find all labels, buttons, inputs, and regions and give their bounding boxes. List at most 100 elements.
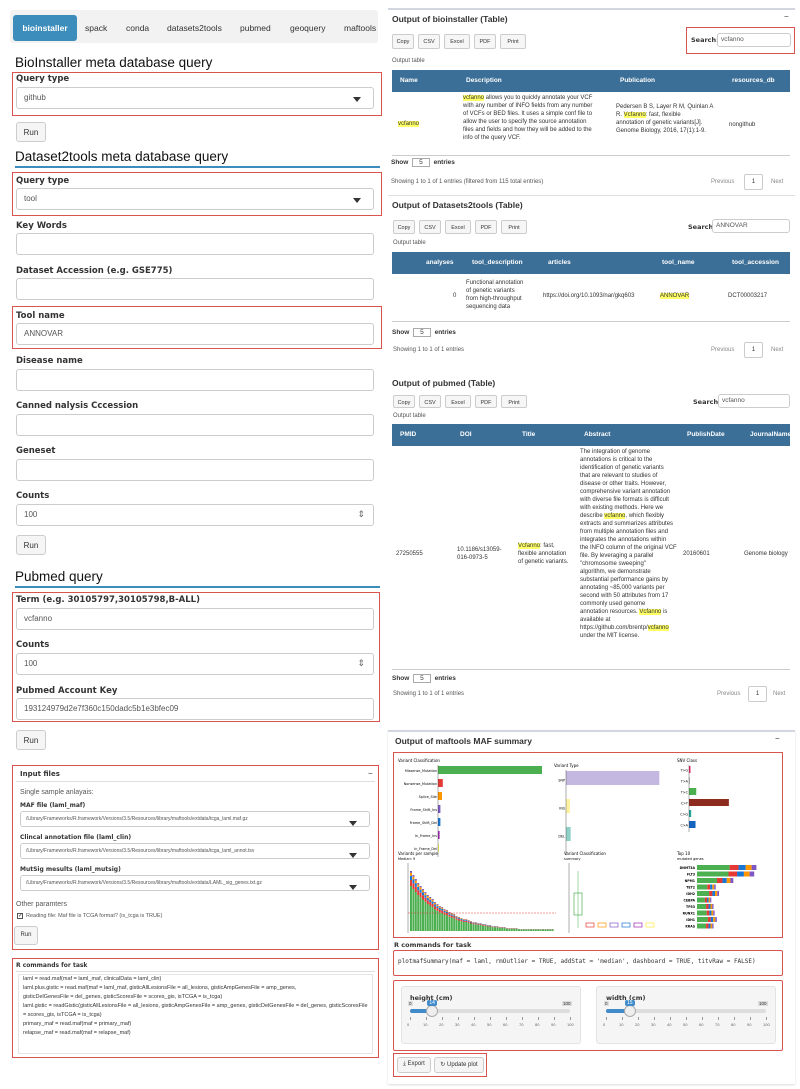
t3-print-button[interactable]: Print (501, 395, 527, 408)
t1-collapse-icon[interactable]: − (784, 12, 789, 21)
tab-geoquery[interactable]: geoquery (290, 23, 326, 33)
t3-th-title[interactable]: Title (522, 431, 536, 438)
tab-bioinstaller[interactable]: bioinstaller (13, 15, 77, 41)
tool-name-input[interactable]: ANNOVAR (16, 323, 374, 345)
maf-run-button[interactable]: Run (14, 926, 38, 945)
maf-inputs-title: Input files (20, 770, 60, 778)
t3-th-date[interactable]: PublishDate (687, 431, 725, 438)
clin-file-select[interactable]: /Library/Frameworks/R.framework/Versions… (20, 843, 370, 859)
t2-th-accession[interactable]: tool_accession (732, 259, 779, 266)
accession-input[interactable] (16, 278, 374, 300)
t3-th-abstract[interactable]: Abstract (584, 431, 611, 438)
account-key-input[interactable]: 193124979d2e7f360c150dadc5b1e3bfec09 (16, 698, 374, 720)
t2-prev[interactable]: Previous (711, 347, 735, 353)
maf-plot-box: Variant Classification Missense_Mutation N… (393, 752, 783, 938)
mutsig-file-label: MutSig mesults (laml_mutsig) (20, 866, 121, 873)
ds-run-button[interactable]: Run (16, 535, 46, 555)
rcmd-right-textarea[interactable]: plotmafSummary(maf = laml, rmOutlier = T… (398, 958, 756, 965)
maf-inputs-collapse-icon[interactable]: − (368, 769, 373, 778)
canned-input[interactable] (16, 414, 374, 436)
rcmd-left-textarea[interactable]: laml = read.maf(maf = laml_maf, clinical… (18, 974, 373, 1054)
ds-query-select[interactable]: tool (16, 188, 374, 210)
t1-th-desc[interactable]: Description (466, 77, 502, 84)
t2-page-1[interactable]: 1 (744, 342, 763, 358)
t1-csv-button[interactable]: CSV (418, 34, 440, 49)
disease-input[interactable] (16, 369, 374, 391)
t3-excel-button[interactable]: Excel (445, 395, 471, 408)
width-slider-track[interactable] (606, 1009, 766, 1013)
t3-abstract-line: comprehensive variant annotation (580, 489, 671, 495)
t1-next[interactable]: Next (771, 179, 784, 185)
mutsig-file-select[interactable]: /Library/Frameworks/R.framework/Versions… (20, 875, 370, 891)
t1-th-name[interactable]: Name (400, 77, 418, 84)
vps-bar (438, 912, 441, 931)
gene-bar (697, 923, 707, 929)
maf-file-select[interactable]: /Library/Frameworks/R.framework/Versions… (20, 811, 370, 827)
width-slider-handle[interactable] (624, 1005, 636, 1017)
t1-excel-button[interactable]: Excel (444, 34, 470, 49)
t3-next[interactable]: Next (773, 691, 786, 697)
t3-copy-button[interactable]: Copy (393, 395, 415, 408)
t3-prev[interactable]: Previous (717, 691, 741, 697)
t2-search-input[interactable]: ANNOVAR (712, 219, 790, 233)
t1-copy-button[interactable]: Copy (392, 34, 414, 49)
tab-spack[interactable]: spack (85, 23, 108, 33)
vps-bar (525, 929, 528, 931)
t1-pdf-button[interactable]: PDF (474, 34, 496, 49)
tab-maftools[interactable]: maftools (344, 23, 377, 33)
t3-th-journal[interactable]: JournalName (750, 431, 792, 438)
pm-run-button[interactable]: Run (16, 730, 46, 750)
t3-search-input[interactable]: vcfanno (718, 394, 790, 408)
vps-bar (410, 886, 412, 931)
t1-page-1[interactable]: 1 (744, 174, 763, 190)
export-button[interactable]: ⤓ Export (397, 1057, 431, 1073)
t2-th-articles[interactable]: articles (548, 259, 571, 266)
t2-th-desc[interactable]: tool_description (472, 259, 523, 266)
height-tick-label: 0 (407, 1022, 410, 1027)
t3-title: Output of pubmed (Table) (392, 378, 496, 388)
height-slider-track[interactable] (410, 1009, 570, 1013)
vps-bar (414, 886, 417, 892)
t3-th-pmid[interactable]: PMID (400, 431, 417, 438)
t1-print-button[interactable]: Print (500, 34, 526, 49)
bio-query-select[interactable]: github (16, 87, 374, 109)
t1-prev[interactable]: Previous (711, 179, 735, 185)
t1-th-db[interactable]: resources_db (732, 77, 775, 84)
t1-desc-line: info of the query VCF. (463, 135, 521, 141)
vps-bar (448, 912, 451, 913)
t2-next[interactable]: Next (771, 347, 784, 353)
tab-datasets2tools[interactable]: datasets2tools (167, 23, 222, 33)
geneset-input[interactable] (16, 459, 374, 481)
bio-run-button[interactable]: Run (16, 122, 46, 142)
t2-pdf-button[interactable]: PDF (475, 220, 497, 234)
t1-th-pub[interactable]: Publication (620, 77, 656, 84)
keywords-input[interactable] (16, 233, 374, 255)
tab-pubmed[interactable]: pubmed (240, 23, 271, 33)
tcga-checkbox[interactable]: ✓ (17, 913, 24, 919)
t2-print-button[interactable]: Print (501, 220, 527, 234)
term-input[interactable]: vcfanno (16, 608, 374, 630)
update-plot-button[interactable]: ↻ Update plot (434, 1057, 484, 1073)
ds-counts-input[interactable]: 100 (16, 504, 374, 526)
disease-label: Disease name (16, 356, 83, 366)
t3-csv-button[interactable]: CSV (419, 395, 441, 408)
t1-length-select[interactable]: 5 (412, 158, 430, 167)
t2-excel-button[interactable]: Excel (445, 220, 471, 234)
maf-collapse-icon[interactable]: − (775, 734, 780, 743)
t2-th-tool[interactable]: tool_name (662, 259, 695, 266)
tab-conda[interactable]: conda (126, 23, 150, 33)
t3-page-1[interactable]: 1 (748, 686, 767, 702)
t2-article-cell[interactable]: https://doi.org/10.1093/nar/gkq603 (543, 293, 635, 299)
t2-length-select[interactable]: 5 (413, 328, 431, 337)
height-tick-label: 100 (567, 1022, 574, 1027)
t2-csv-button[interactable]: CSV (419, 220, 441, 234)
vps-bar (424, 897, 427, 902)
t3-length-select[interactable]: 5 (413, 674, 431, 683)
t2-th-analyses[interactable]: analyses (426, 259, 454, 266)
t3-th-doi[interactable]: DOI (460, 431, 472, 438)
t3-pdf-button[interactable]: PDF (475, 395, 497, 408)
t2-copy-button[interactable]: Copy (393, 220, 415, 234)
pm-counts-input[interactable]: 100 (16, 653, 374, 675)
t1-search-input[interactable]: vcfanno (717, 33, 791, 47)
vps-bar (412, 879, 415, 884)
